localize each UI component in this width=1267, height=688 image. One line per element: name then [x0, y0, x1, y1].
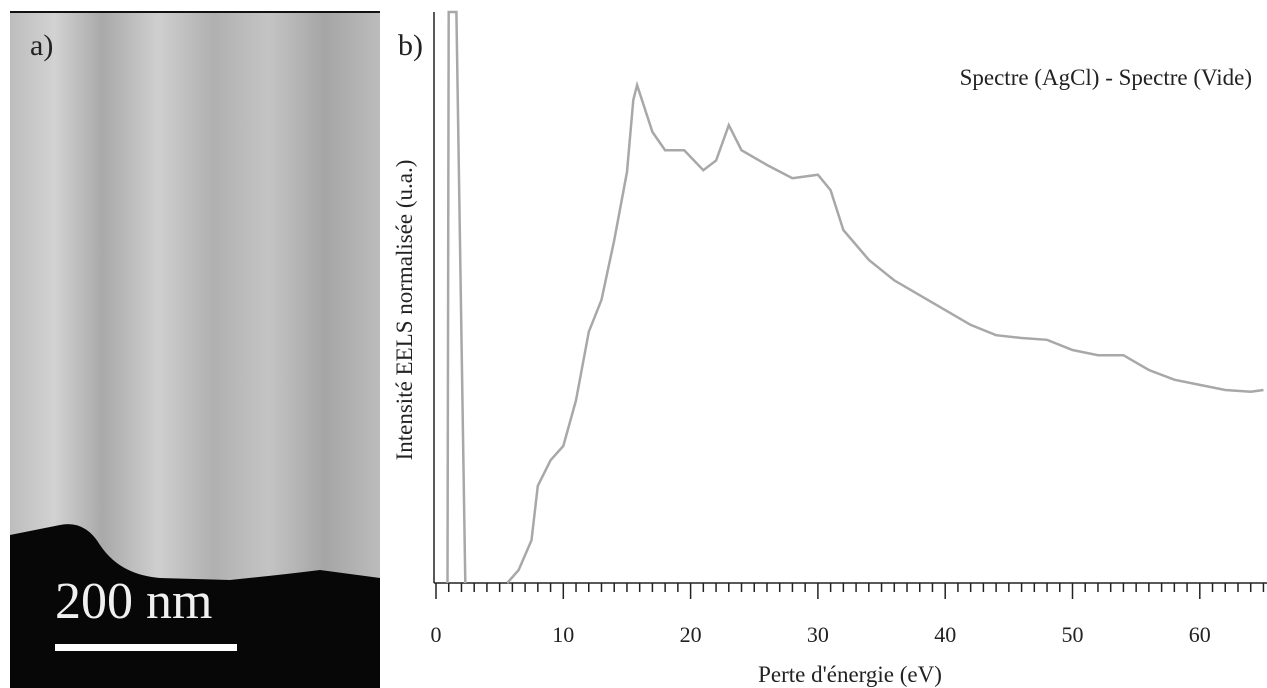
spectrum-line — [446, 10, 467, 584]
x-tick-label: 60 — [1189, 622, 1211, 647]
x-tick-label: 20 — [680, 622, 702, 647]
y-axis-label: Intensité EELS normalisée (u.a.) — [392, 160, 417, 461]
panel-label: b) — [398, 29, 423, 62]
spectrum-line — [506, 80, 1264, 584]
spectrum-chart: 0 10 20 30 40 50 60 Perte d'énergie (eV) Intensi… — [392, 10, 1267, 687]
tem-image: a) 200 nm — [10, 11, 380, 688]
annotation: Spectre (AgCl) - Spectre (Vide) — [960, 65, 1252, 90]
x-tick-label: 30 — [807, 622, 829, 647]
x-axis-label: Perte d'énergie (eV) — [758, 662, 942, 687]
x-tick-label: 40 — [934, 622, 956, 647]
x-tick-label: 50 — [1062, 622, 1084, 647]
x-tick-label: 10 — [552, 622, 574, 647]
scale-label: 200 nm — [55, 573, 212, 630]
scale-bar — [55, 644, 237, 651]
x-tick-label: 0 — [431, 622, 442, 647]
panel-label: a) — [30, 29, 53, 62]
